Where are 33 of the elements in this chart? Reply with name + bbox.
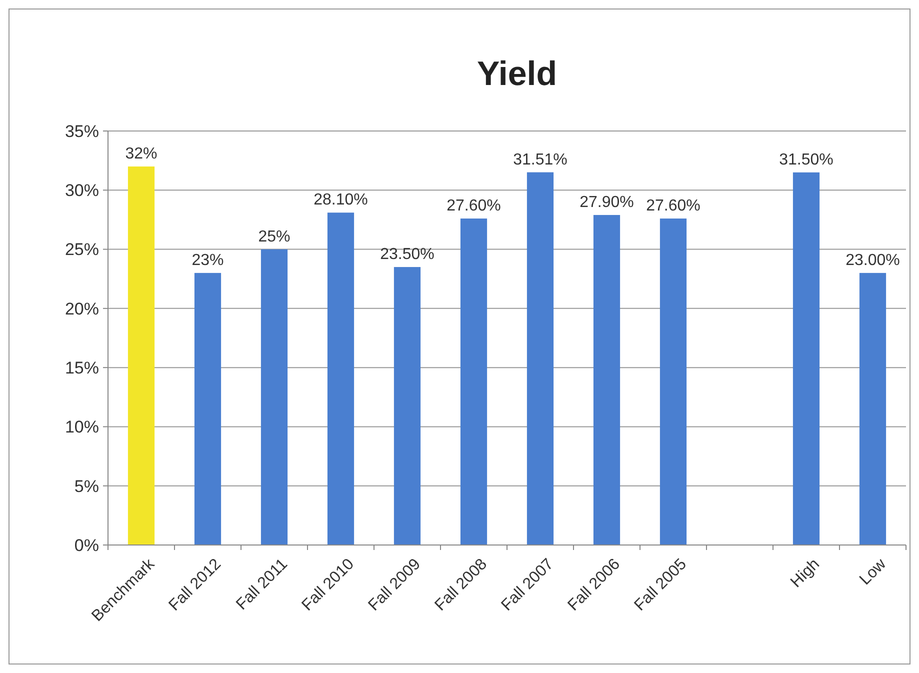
- data-label: 23.00%: [846, 252, 900, 269]
- chart-title: Yield: [477, 55, 557, 93]
- bar: [327, 212, 354, 545]
- y-tick-label: 10%: [64, 418, 99, 437]
- data-label: 27.60%: [446, 198, 501, 215]
- bar: [460, 218, 488, 545]
- data-label: 28.10%: [314, 192, 368, 209]
- bar: [660, 218, 687, 545]
- y-tick-label: 25%: [64, 240, 99, 260]
- data-label: 32%: [125, 145, 158, 162]
- data-label: 25%: [258, 228, 290, 246]
- data-label: 23.50%: [380, 246, 434, 264]
- y-tick-label: 5%: [74, 476, 99, 496]
- bar: [260, 249, 288, 545]
- bar: [593, 214, 620, 545]
- bar: [792, 172, 820, 545]
- bar: [394, 267, 421, 545]
- data-label: 27.60%: [646, 198, 700, 215]
- y-tick-label: 30%: [64, 181, 99, 200]
- y-tick-label: 0%: [74, 536, 99, 555]
- y-tick-label: 35%: [64, 122, 99, 141]
- data-label: 23%: [192, 252, 224, 269]
- bar: [194, 272, 222, 545]
- y-tick-label: 15%: [64, 358, 99, 378]
- data-label: 31.50%: [779, 151, 834, 168]
- y-tick-label: 20%: [64, 299, 99, 318]
- bar: [859, 272, 886, 545]
- data-label: 27.90%: [580, 194, 634, 211]
- bar: [128, 166, 155, 545]
- x-tick-label: Low: [856, 555, 890, 589]
- data-label: 31.51%: [513, 151, 568, 168]
- bar: [526, 172, 554, 545]
- x-tick-label: High: [788, 556, 823, 592]
